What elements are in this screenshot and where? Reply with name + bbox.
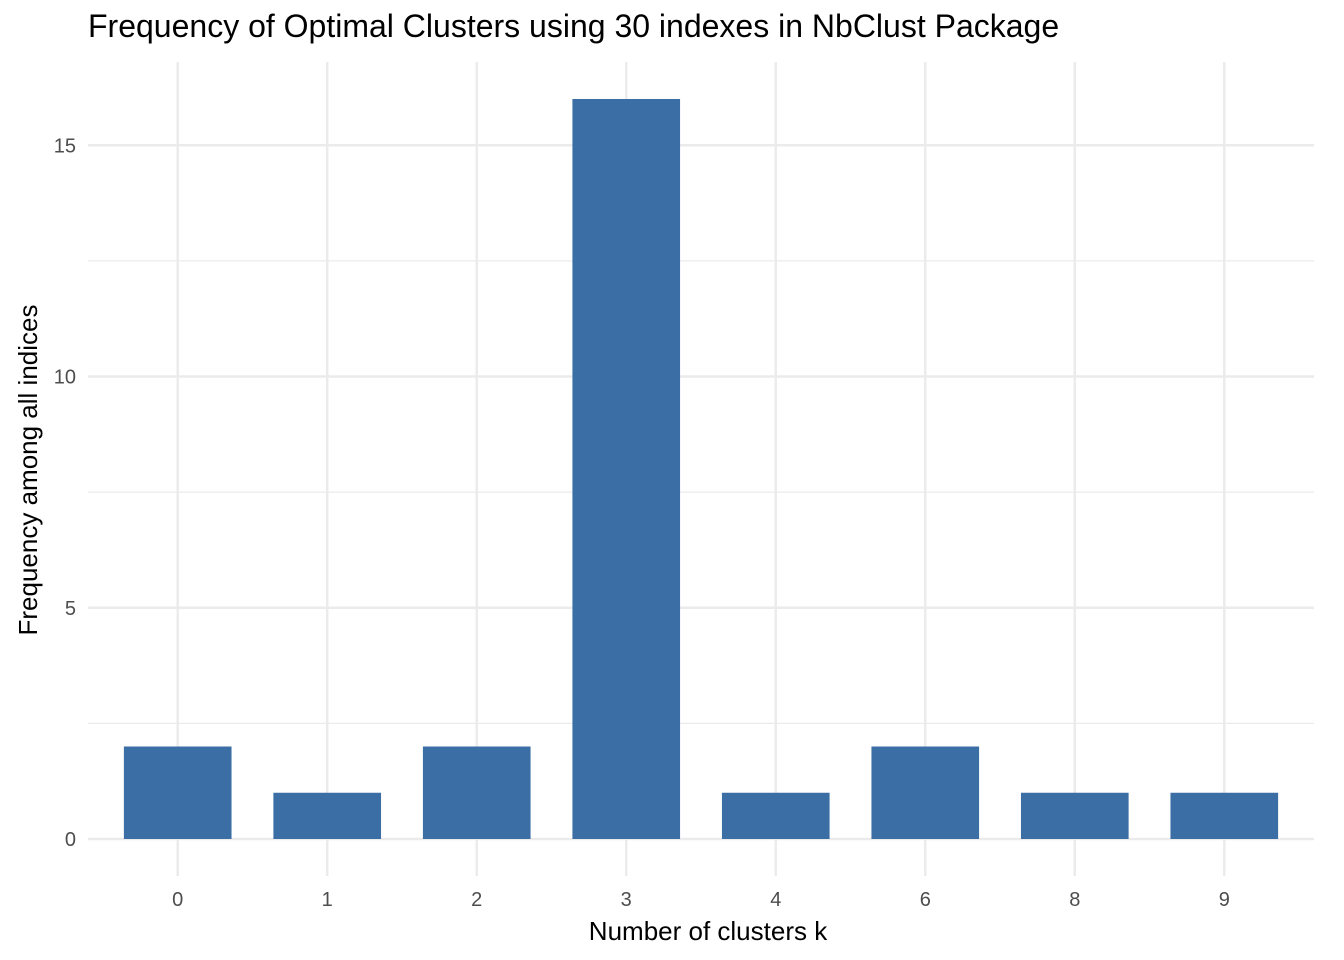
bar	[1020, 792, 1129, 839]
x-tick-label: 1	[322, 889, 333, 911]
major-gridlines	[88, 62, 1314, 876]
x-tick-label: 0	[172, 889, 183, 911]
bar	[422, 746, 531, 839]
bar	[721, 792, 830, 839]
x-tick-label: 3	[621, 889, 632, 911]
y-tick-label: 10	[54, 367, 76, 389]
y-axis-title: Frequency among all indices	[13, 305, 43, 636]
bar	[871, 746, 980, 839]
chart-title: Frequency of Optimal Clusters using 30 i…	[88, 8, 1060, 44]
x-tick-label: 4	[770, 889, 781, 911]
bar	[572, 99, 681, 839]
bar	[1170, 792, 1279, 839]
x-tick-label: 2	[471, 889, 482, 911]
minor-gridlines	[88, 260, 1314, 724]
bar	[273, 792, 382, 839]
x-axis-title: Number of clusters k	[589, 916, 828, 946]
y-tick-label: 0	[65, 829, 76, 851]
x-tick-label: 6	[920, 889, 931, 911]
y-tick-labels: 0 5 10 15	[54, 135, 76, 851]
x-tick-label: 8	[1069, 889, 1080, 911]
y-tick-label: 5	[65, 598, 76, 620]
bar	[123, 746, 232, 839]
bars	[123, 99, 1279, 839]
x-tick-labels: 0 1 2 3 4 6 8 9	[172, 889, 1230, 911]
y-tick-label: 15	[54, 135, 76, 157]
x-tick-label: 9	[1219, 889, 1230, 911]
